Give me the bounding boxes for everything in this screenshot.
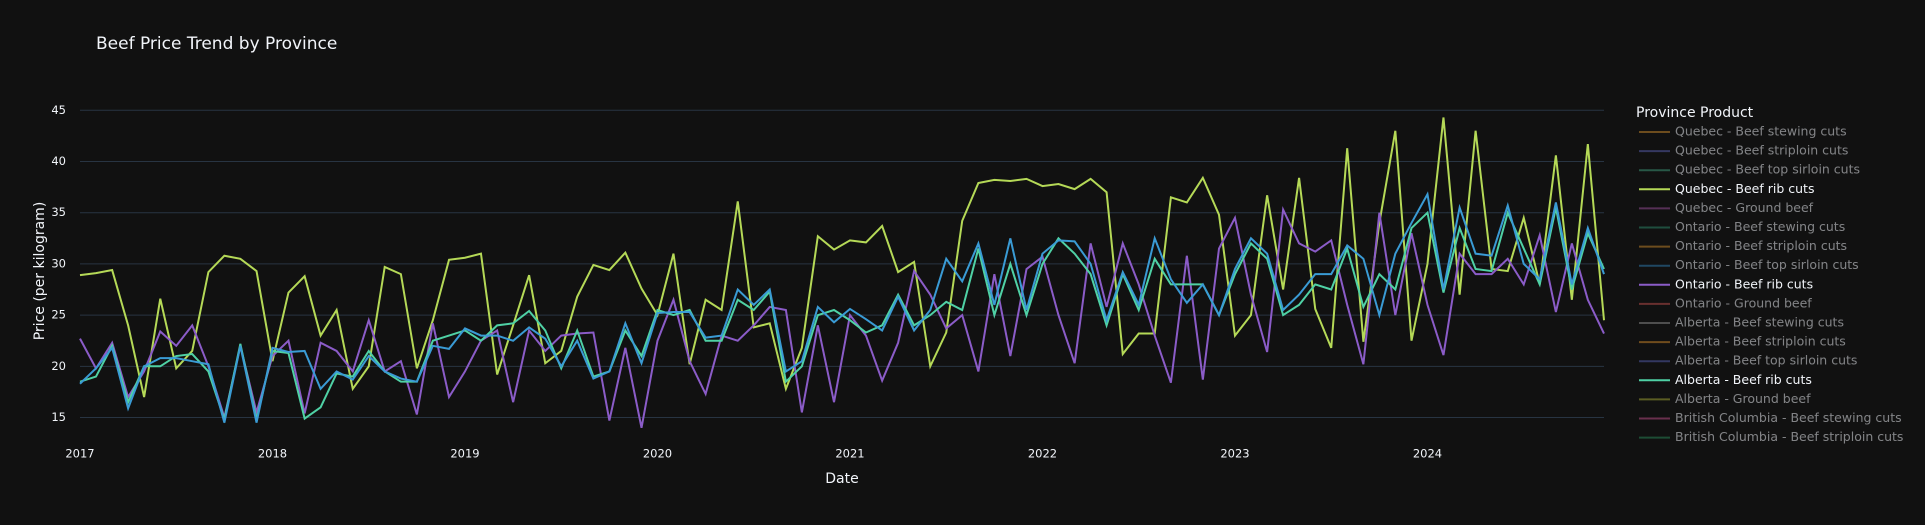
- y-tick-label: 30: [51, 256, 66, 270]
- legend-label: Quebec - Beef rib cuts: [1675, 181, 1814, 196]
- x-tick-label: 2021: [835, 447, 864, 461]
- x-tick-label: 2022: [1028, 447, 1057, 461]
- chart-title: Beef Price Trend by Province: [96, 34, 337, 54]
- legend-label: Alberta - Beef striploin cuts: [1675, 334, 1846, 349]
- legend-label: Alberta - Ground beef: [1675, 391, 1811, 406]
- legend-label: Quebec - Beef stewing cuts: [1675, 124, 1847, 139]
- legend-label: Quebec - Ground beef: [1675, 200, 1814, 215]
- legend-label: Ontario - Beef striploin cuts: [1675, 238, 1847, 253]
- x-tick-label: 2020: [643, 447, 672, 461]
- legend-title: Province Product: [1636, 105, 1754, 121]
- legend-label: Quebec - Beef top sirloin cuts: [1675, 162, 1860, 177]
- y-tick-label: 45: [51, 103, 66, 117]
- series-line: [79, 117, 1605, 398]
- x-tick-label: 2024: [1413, 447, 1442, 461]
- y-tick-label: 35: [51, 205, 66, 219]
- legend-label: Ontario - Beef top sirloin cuts: [1675, 257, 1859, 272]
- y-tick-label: 25: [51, 308, 66, 322]
- x-axis-label: Date: [825, 471, 858, 487]
- y-tick-label: 20: [51, 359, 66, 373]
- x-tick-label: 2019: [450, 447, 479, 461]
- legend-label: Ontario - Beef stewing cuts: [1675, 219, 1845, 234]
- legend-label: British Columbia - Beef stewing cuts: [1675, 410, 1902, 425]
- y-tick-label: 15: [51, 410, 66, 424]
- y-tick-label: 40: [51, 154, 66, 168]
- legend-label: British Columbia - Beef striploin cuts: [1675, 429, 1903, 444]
- x-tick-label: 2023: [1220, 447, 1249, 461]
- legend-label: Ontario - Ground beef: [1675, 295, 1812, 310]
- legend-label: Quebec - Beef striploin cuts: [1675, 143, 1848, 158]
- x-tick-label: 2018: [258, 447, 287, 461]
- legend-label: Alberta - Beef rib cuts: [1675, 372, 1812, 387]
- legend-label: Alberta - Beef top sirloin cuts: [1675, 353, 1857, 368]
- legend-label: Ontario - Beef rib cuts: [1675, 276, 1813, 291]
- x-tick-label: 2017: [65, 447, 94, 461]
- series-line: [79, 206, 1605, 428]
- y-axis-label: Price (per kilogram): [32, 202, 48, 341]
- legend-label: Alberta - Beef stewing cuts: [1675, 315, 1844, 330]
- series-line: [79, 191, 1605, 423]
